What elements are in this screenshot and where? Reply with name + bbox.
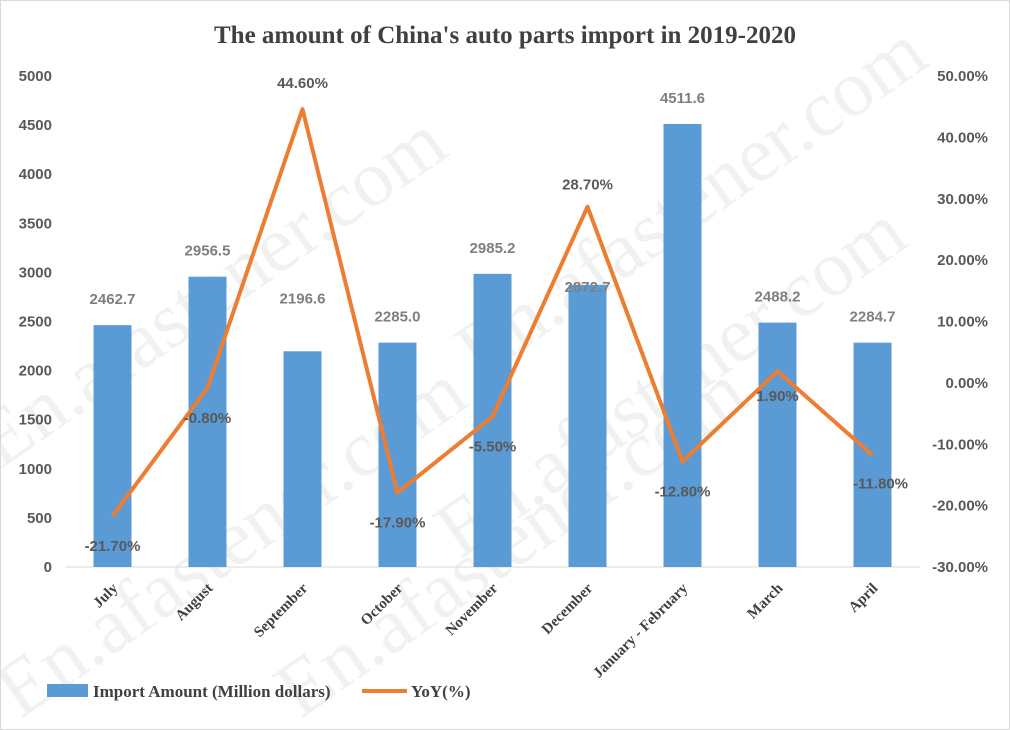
y-right-tick-label: 50.00% (937, 68, 988, 85)
bar (568, 284, 607, 567)
yoy-data-label: 28.70% (562, 177, 613, 194)
bar-data-label: 2985.2 (470, 240, 516, 257)
bar-data-label: 2284.7 (850, 309, 896, 326)
y-right-tick-label: 10.00% (937, 314, 988, 331)
y-right-tick-label: 20.00% (937, 252, 988, 269)
yoy-data-label: -17.90% (370, 515, 426, 532)
bar-data-label: 2196.6 (280, 290, 326, 307)
bar-data-label: 2488.2 (755, 289, 801, 306)
yoy-data-label: -21.70% (85, 538, 141, 555)
y-left-tick-label: 4500 (19, 117, 52, 134)
bar (663, 123, 702, 567)
y-right-tick-label: 40.00% (937, 129, 988, 146)
y-left-tick-label: 3500 (19, 215, 52, 232)
yoy-data-label: -5.50% (469, 439, 517, 456)
y-left-tick-label: 3000 (19, 264, 52, 281)
y-left-tick-label: 1000 (19, 461, 52, 478)
bar-data-label: 2462.7 (90, 291, 136, 308)
y-right-tick-label: 0.00% (945, 375, 988, 392)
y-right-tick-label: 30.00% (937, 191, 988, 208)
yoy-data-label: -12.80% (655, 483, 711, 500)
bar (758, 322, 797, 567)
y-left-tick-label: 0 (44, 559, 52, 576)
bar-data-label: 2872.7 (565, 279, 611, 296)
bar (473, 273, 512, 567)
y-left-tick-label: 5000 (19, 68, 52, 85)
bar-data-label: 4511.6 (660, 90, 705, 107)
bar (283, 351, 322, 567)
y-right-tick-label: -10.00% (932, 436, 988, 453)
yoy-data-label: -0.80% (184, 410, 232, 427)
chart-title: The amount of China's auto parts import … (214, 22, 796, 49)
yoy-data-label: -11.80% (853, 475, 908, 492)
yoy-data-label: 44.60% (277, 75, 328, 92)
y-left-tick-label: 2500 (19, 314, 52, 331)
bar-data-label: 2285.0 (375, 309, 421, 326)
legend-swatch-bars (47, 684, 88, 697)
bar (378, 342, 417, 567)
legend-label-bars: Import Amount (Million dollars) (93, 682, 331, 701)
legend: Import Amount (Million dollars) YoY(%) (47, 682, 471, 701)
y-right-tick-label: -20.00% (932, 498, 988, 515)
yoy-data-label: 1.90% (756, 388, 799, 405)
y-left-tick-label: 2000 (19, 363, 52, 380)
y-left-tick-label: 4000 (19, 166, 52, 183)
bar-data-label: 2956.5 (185, 243, 231, 260)
y-right-tick-label: -30.00% (932, 559, 988, 576)
y-left-tick-label: 1500 (19, 412, 52, 429)
legend-label-line: YoY(%) (411, 682, 471, 701)
bar (93, 325, 132, 567)
bar (188, 276, 227, 567)
y-left-tick-label: 500 (27, 510, 52, 527)
